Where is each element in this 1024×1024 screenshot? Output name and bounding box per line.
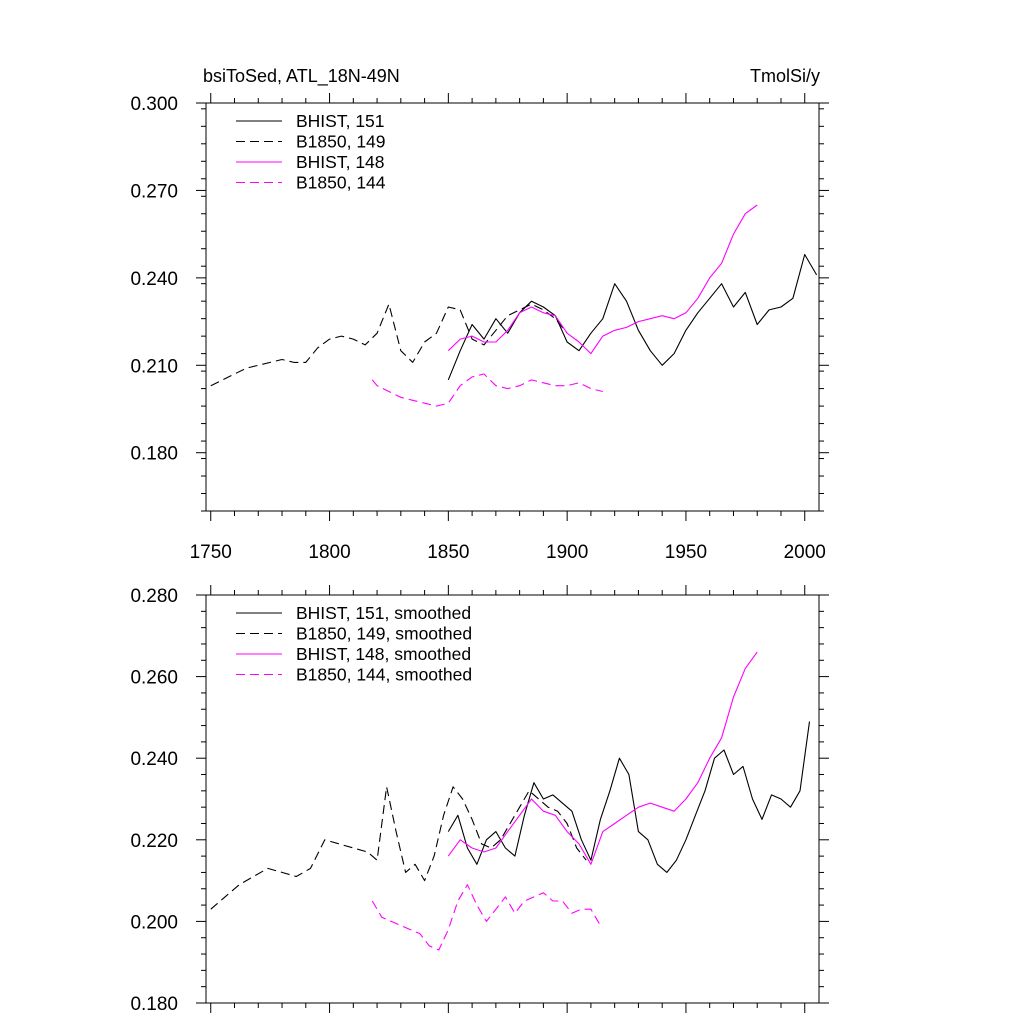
top-axis-ticks: 0.180 0.210 0.240 0.270 0.300 1750 1800 1850 190… bbox=[130, 93, 829, 563]
top-series bbox=[210, 204, 818, 407]
x-tick-label: 1900 bbox=[546, 542, 588, 563]
bottom-panel: 0.180 0.200 0.220 0.240 0.260 0.280 BHIST, 15… bbox=[130, 585, 829, 1015]
panel-title-right: TmolSi/y bbox=[750, 66, 820, 86]
y-tick-label: 0.240 bbox=[130, 269, 178, 290]
series-line-b1850-144-smoothed bbox=[371, 884, 601, 951]
legend-label-b1850-144-smoothed: B1850, 144, smoothed bbox=[296, 665, 472, 685]
x-tick-label: 2000 bbox=[784, 542, 826, 563]
bottom-axis-ticks: 0.180 0.200 0.220 0.240 0.260 0.280 bbox=[130, 585, 829, 1015]
y-tick-label: 0.300 bbox=[130, 94, 178, 115]
y-tick-label: 0.280 bbox=[130, 586, 178, 607]
series-line-b1850-144 bbox=[371, 373, 603, 407]
series-line-bhist-148-smoothed bbox=[447, 651, 758, 865]
panel-title-left: bsiToSed, ATL_18N-49N bbox=[203, 66, 400, 87]
legend-label-b1850-144: B1850, 144 bbox=[296, 173, 386, 193]
series-line-bhist-151 bbox=[447, 253, 818, 381]
y-tick-label: 0.200 bbox=[130, 912, 178, 933]
series-line-bhist-148 bbox=[447, 204, 758, 355]
legend-label-bhist-148: BHIST, 148 bbox=[296, 152, 385, 172]
legend-label-bhist-151: BHIST, 151 bbox=[296, 111, 385, 131]
top-plot-frame bbox=[205, 102, 820, 512]
series-line-bhist-151-smoothed bbox=[447, 721, 811, 873]
bottom-series bbox=[210, 651, 811, 951]
legend-label-bhist-148-smoothed: BHIST, 148, smoothed bbox=[296, 644, 471, 664]
y-tick-label: 0.260 bbox=[130, 668, 178, 689]
y-tick-label: 0.180 bbox=[130, 444, 178, 465]
y-tick-label: 0.220 bbox=[130, 831, 178, 852]
legend-label-b1850-149-smoothed: B1850, 149, smoothed bbox=[296, 624, 472, 644]
legend-label-bhist-151-smoothed: BHIST, 151, smoothed bbox=[296, 603, 471, 623]
y-tick-label: 0.270 bbox=[130, 181, 178, 202]
x-tick-label: 1950 bbox=[665, 542, 707, 563]
y-tick-label: 0.240 bbox=[130, 749, 178, 770]
x-tick-label: 1850 bbox=[427, 542, 469, 563]
bottom-plot-frame bbox=[205, 594, 820, 1004]
y-tick-label: 0.180 bbox=[130, 994, 178, 1015]
x-tick-label: 1800 bbox=[308, 542, 350, 563]
y-tick-label: 0.210 bbox=[130, 356, 178, 377]
top-panel: bsiToSed, ATL_18N-49N TmolSi/y 0.180 0.21… bbox=[130, 66, 829, 563]
series-line-b1850-149-smoothed bbox=[210, 786, 587, 910]
x-tick-label: 1750 bbox=[190, 542, 232, 563]
legend-label-b1850-149: B1850, 149 bbox=[296, 132, 386, 152]
series-line-b1850-149 bbox=[210, 303, 568, 387]
